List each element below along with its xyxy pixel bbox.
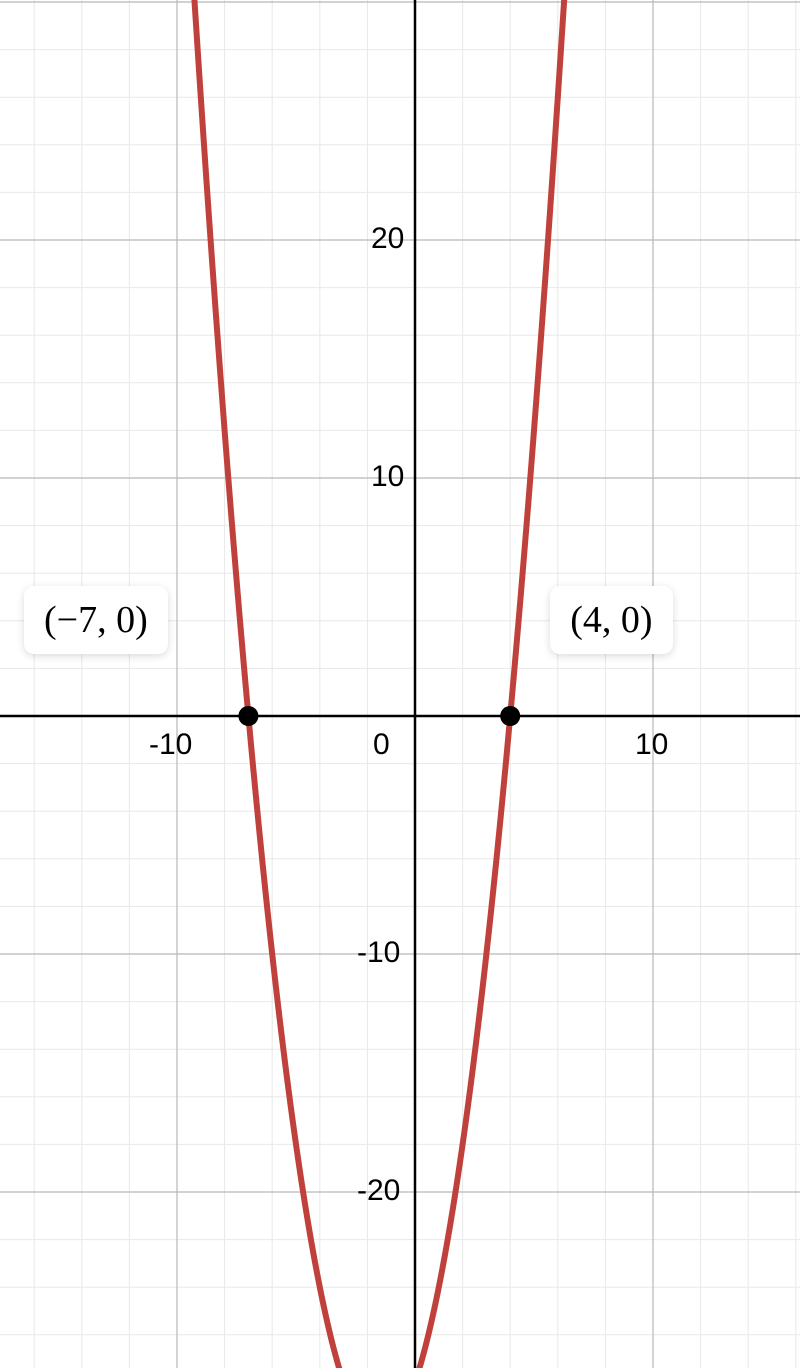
y-axis-tick-label: 10: [371, 460, 404, 494]
y-axis-tick-label: 20: [371, 222, 404, 256]
root-point: [500, 706, 520, 726]
major-gridlines: [0, 0, 800, 1368]
chart-svg: [0, 0, 800, 1368]
x-axis-tick-label: 0: [373, 728, 390, 762]
y-axis-tick-label: -10: [357, 936, 400, 970]
chart-container: -10 0 10 20 10 -10 -20 (−7, 0) (4, 0): [0, 0, 800, 1368]
x-axis-tick-label: 10: [635, 728, 668, 762]
x-axis-tick-label: -10: [149, 728, 192, 762]
axes: [0, 0, 800, 1368]
point-label: (4, 0): [550, 586, 672, 654]
root-point: [238, 706, 258, 726]
minor-gridlines: [0, 0, 800, 1368]
parabola-curve: [0, 0, 799, 1368]
point-label: (−7, 0): [24, 586, 168, 654]
y-axis-tick-label: -20: [357, 1174, 400, 1208]
